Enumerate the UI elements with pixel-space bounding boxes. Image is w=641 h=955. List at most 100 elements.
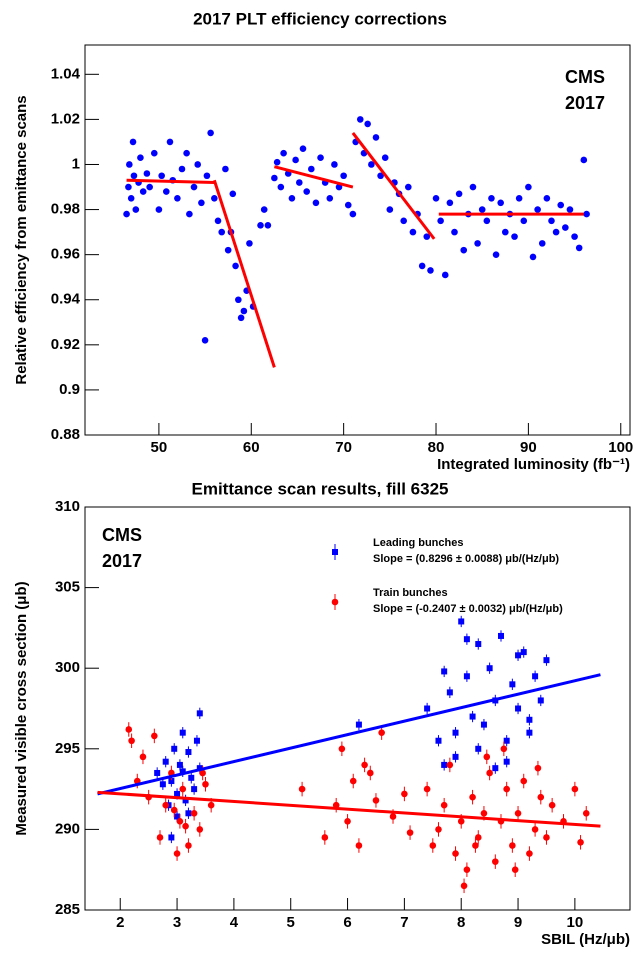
point xyxy=(308,165,315,173)
point xyxy=(364,120,371,128)
point xyxy=(469,793,476,801)
point xyxy=(199,769,206,777)
point xyxy=(317,154,324,162)
point xyxy=(475,745,482,752)
point xyxy=(537,697,544,704)
point xyxy=(488,194,495,202)
y-tick-label: 0.98 xyxy=(51,201,80,218)
point xyxy=(389,813,397,820)
point xyxy=(543,834,550,841)
point xyxy=(162,188,170,195)
y-tick-label: 0.88 xyxy=(51,426,80,443)
point xyxy=(292,156,299,164)
point xyxy=(355,721,362,728)
point xyxy=(526,850,533,857)
point xyxy=(377,172,384,180)
point xyxy=(125,183,132,191)
point xyxy=(156,834,164,841)
point xyxy=(202,780,209,788)
point xyxy=(356,116,364,123)
point xyxy=(497,199,504,207)
point xyxy=(125,726,133,733)
point xyxy=(441,271,449,279)
point xyxy=(185,810,192,817)
point xyxy=(486,769,493,777)
point xyxy=(441,761,448,768)
point xyxy=(514,809,522,817)
point xyxy=(418,262,426,270)
point xyxy=(503,737,510,744)
point xyxy=(372,797,380,804)
point xyxy=(534,206,541,213)
x-tick-label: 60 xyxy=(243,439,260,456)
point xyxy=(432,194,440,202)
point xyxy=(296,179,303,186)
point xyxy=(129,138,137,146)
point xyxy=(435,826,442,833)
point xyxy=(194,161,201,168)
point xyxy=(538,240,546,247)
point xyxy=(196,710,203,717)
point xyxy=(492,765,499,772)
point xyxy=(460,882,468,890)
point xyxy=(582,809,590,817)
point xyxy=(469,183,477,191)
point xyxy=(349,777,357,785)
point xyxy=(224,246,232,254)
point xyxy=(203,172,211,180)
point xyxy=(201,337,209,344)
point xyxy=(537,793,545,801)
point xyxy=(503,785,510,793)
point xyxy=(218,228,226,236)
point xyxy=(235,296,242,304)
point xyxy=(478,206,486,213)
point xyxy=(469,713,476,720)
point xyxy=(446,761,454,769)
point xyxy=(474,834,482,841)
point xyxy=(178,165,186,173)
point xyxy=(497,632,504,639)
point xyxy=(381,154,389,162)
point xyxy=(298,785,306,793)
point xyxy=(179,729,186,736)
point xyxy=(543,657,550,664)
point xyxy=(520,777,528,785)
x-tick-label: 3 xyxy=(173,914,181,931)
y-axis-label: Measured visible cross section (μb) xyxy=(13,581,30,835)
point xyxy=(463,673,470,680)
point xyxy=(520,649,527,656)
point xyxy=(166,138,174,146)
point xyxy=(154,769,161,776)
point xyxy=(501,228,509,236)
point xyxy=(257,222,264,229)
point xyxy=(492,858,499,865)
point xyxy=(526,716,533,723)
x-tick-label: 6 xyxy=(343,914,351,931)
annotation: CMS xyxy=(102,525,142,545)
point xyxy=(326,194,334,202)
chart-title: Emittance scan results, fill 6325 xyxy=(191,479,448,498)
point xyxy=(139,753,147,761)
point xyxy=(520,217,528,225)
point xyxy=(511,233,518,240)
legend-slope: Slope = (-0.2407 ± 0.0032) μb/(Hz/μb) xyxy=(373,603,563,615)
point xyxy=(303,188,310,195)
point xyxy=(331,161,338,168)
y-tick-label: 0.92 xyxy=(51,336,80,353)
y-tick-label: 285 xyxy=(55,901,80,918)
point xyxy=(474,240,481,247)
point xyxy=(480,721,487,728)
point xyxy=(271,174,278,182)
point xyxy=(349,210,357,218)
point xyxy=(179,768,186,775)
point xyxy=(446,689,453,696)
point xyxy=(146,183,153,191)
point xyxy=(368,161,375,168)
point xyxy=(162,801,169,809)
fit-line xyxy=(212,179,276,368)
x-tick-label: 9 xyxy=(514,914,522,931)
y-tick-label: 0.9 xyxy=(59,381,80,398)
point xyxy=(139,188,147,195)
point xyxy=(511,866,519,873)
point xyxy=(455,190,463,198)
